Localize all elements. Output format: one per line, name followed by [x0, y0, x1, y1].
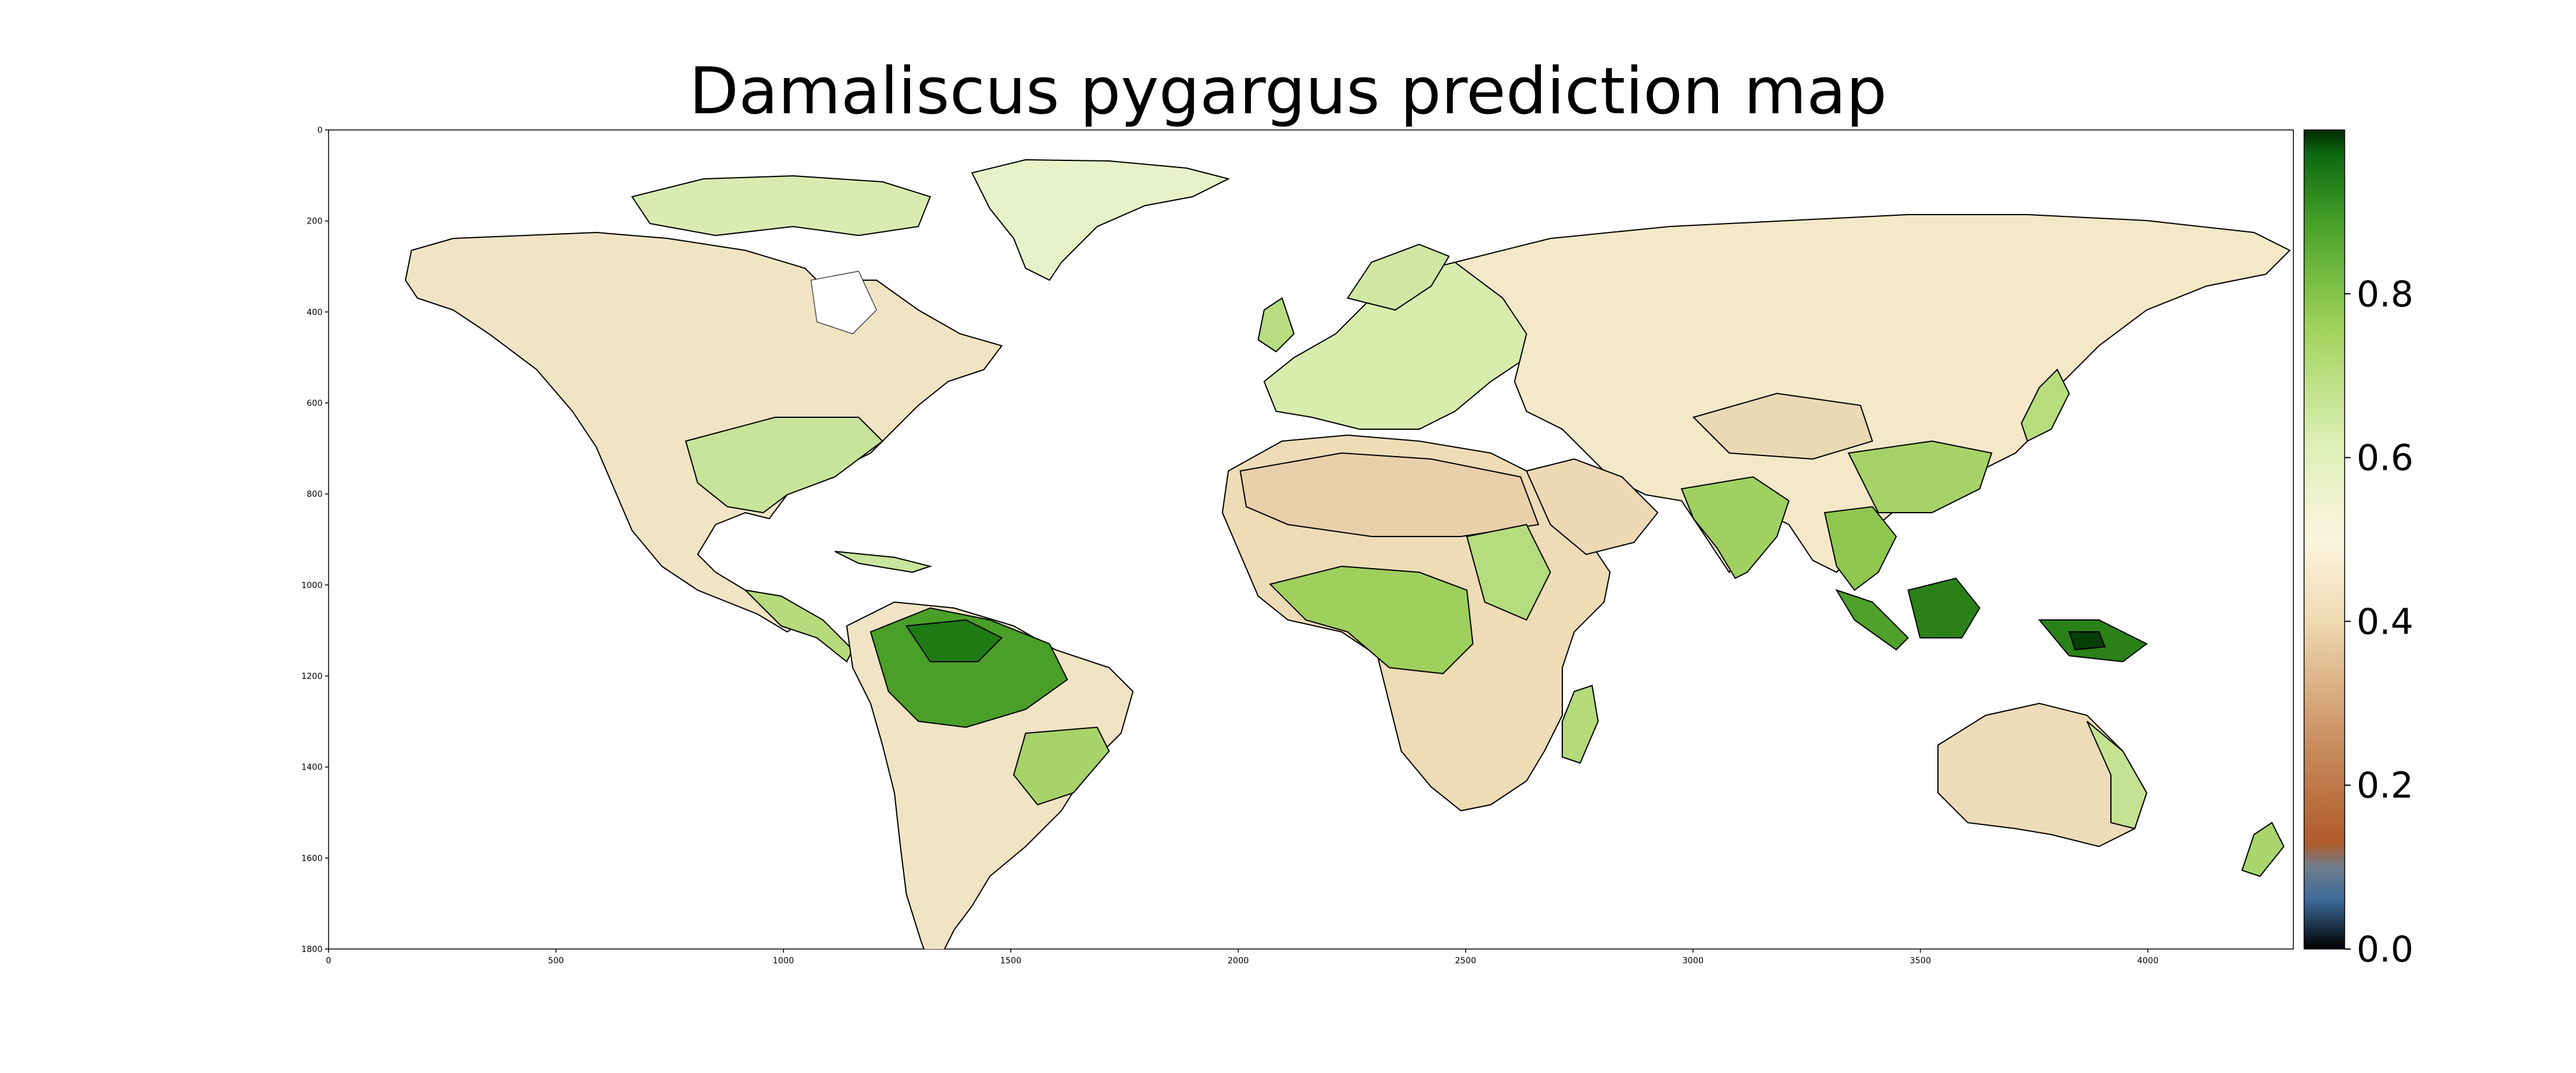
y-tick-label: 800 — [306, 490, 323, 500]
y-tick-label: 600 — [306, 399, 323, 408]
east-africa-highlands — [1466, 523, 1552, 621]
colorbar-tick-label: 0.4 — [2357, 601, 2413, 643]
x-tick-label: 0 — [326, 956, 332, 966]
indochina — [1823, 506, 1897, 591]
brazil-east-forest — [1013, 726, 1110, 806]
x-tick-label: 2500 — [1455, 956, 1476, 966]
hudson-bay — [810, 271, 877, 334]
amazon-core — [905, 619, 1003, 662]
x-tick-label: 1000 — [773, 956, 794, 966]
tibet — [1692, 392, 1874, 460]
y-tick-label: 1200 — [301, 672, 323, 681]
japan — [2020, 368, 2070, 442]
x-tick-label: 2000 — [1228, 956, 1249, 966]
y-tick-label: 200 — [306, 217, 323, 227]
x-tick-label: 3000 — [1682, 956, 1704, 966]
greenland — [971, 159, 1230, 281]
landmasses — [404, 159, 2291, 949]
y-axis: 0 200 400 600 800 1000 1200 1400 1600 1800 — [301, 126, 329, 954]
colorbar-tick-label: 0.0 — [2357, 929, 2413, 970]
uk — [1257, 297, 1295, 353]
eastern-us — [685, 417, 884, 514]
x-tick-label: 500 — [548, 956, 564, 966]
y-tick-label: 1400 — [301, 763, 323, 773]
new-guinea-core — [2068, 631, 2106, 651]
australia-east-coast — [2086, 721, 2148, 830]
y-tick-label: 1000 — [301, 581, 323, 590]
arctic-islands — [631, 175, 931, 237]
colorbar-tick-label: 0.6 — [2357, 438, 2413, 479]
sumatra — [1835, 589, 1909, 651]
colorbar-tick-label: 0.8 — [2357, 274, 2413, 315]
x-tick-label: 4000 — [2137, 956, 2159, 966]
y-tick-label: 1800 — [301, 945, 323, 954]
colorbar-tick-label: 0.2 — [2357, 765, 2413, 807]
scandinavia — [1346, 243, 1450, 311]
central-america — [744, 589, 854, 663]
y-tick-label: 1600 — [301, 854, 323, 863]
india — [1680, 476, 1790, 579]
madagascar — [1562, 684, 1599, 764]
central-africa — [1269, 565, 1474, 675]
colorbar-ticks: 0.0 0.2 0.4 0.6 0.8 — [2345, 274, 2413, 970]
borneo — [1907, 577, 1981, 638]
y-tick-label: 400 — [306, 308, 323, 317]
south-china — [1847, 440, 1993, 513]
new-zealand — [2241, 821, 2285, 877]
colorbar — [2303, 129, 2345, 950]
x-tick-label: 3500 — [1910, 956, 1931, 966]
x-axis: 0 500 1000 1500 2000 2500 3000 3500 4000 — [326, 949, 2159, 966]
map-title: Damaliscus pygargus prediction map — [689, 54, 1887, 129]
x-tick-label: 1500 — [1000, 956, 1021, 966]
caribbean — [834, 551, 933, 573]
arabia — [1525, 458, 1659, 556]
y-tick-label: 0 — [317, 126, 323, 135]
